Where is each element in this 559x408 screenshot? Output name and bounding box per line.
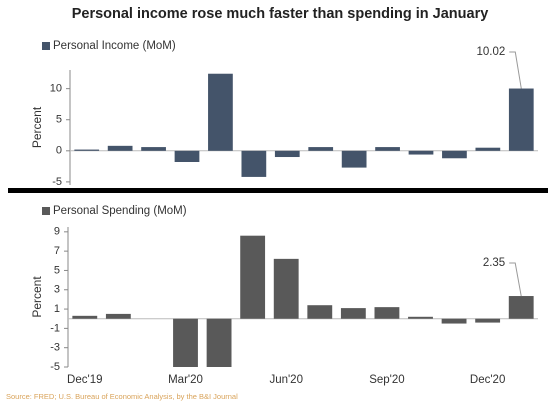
bar <box>74 149 100 151</box>
y-tick-label: 10 <box>50 83 62 95</box>
legend-label: Personal Spending (MoM) <box>53 205 187 217</box>
bar <box>208 73 233 151</box>
bar <box>408 150 434 155</box>
bar <box>475 147 501 151</box>
bar <box>274 150 300 158</box>
bar <box>307 305 333 319</box>
separator <box>8 188 548 193</box>
y-axis-label: Percent <box>30 276 44 318</box>
x-tick-label: Dec'20 <box>470 374 505 386</box>
bar <box>107 145 133 151</box>
legend-label: Personal Income (MoM) <box>53 40 176 52</box>
bar <box>240 235 266 319</box>
legend-swatch <box>42 207 50 215</box>
bar <box>173 318 198 367</box>
y-tick-label: -3 <box>50 342 60 354</box>
bar <box>508 88 534 151</box>
y-tick-label: 3 <box>54 284 60 296</box>
source-note: Source: FRED; U.S. Bureau of Economic An… <box>6 392 238 401</box>
bar <box>508 296 534 319</box>
y-tick-label: 9 <box>54 226 60 238</box>
bar <box>72 315 98 319</box>
bar <box>341 150 367 168</box>
bar <box>141 147 166 151</box>
bar <box>441 318 467 324</box>
bar <box>475 318 501 323</box>
y-tick-label: 5 <box>56 114 62 126</box>
value-label: 2.35 <box>483 257 505 269</box>
page-title: Personal income rose much faster than sp… <box>72 6 489 22</box>
bar <box>374 307 400 319</box>
y-tick-label: 7 <box>54 245 60 257</box>
bar <box>408 316 433 319</box>
x-tick-label: Sep'20 <box>369 374 404 386</box>
bar <box>442 150 467 159</box>
legend-swatch <box>42 42 50 50</box>
y-tick-label: 1 <box>54 303 60 315</box>
bar <box>375 147 400 151</box>
bar <box>105 313 131 319</box>
bar <box>340 308 366 319</box>
bar <box>206 318 232 367</box>
x-tick-label: Jun'20 <box>269 374 303 386</box>
y-axis-label: Percent <box>30 106 44 148</box>
bar <box>273 258 299 319</box>
callout-line <box>509 51 522 89</box>
y-tick-label: -5 <box>52 176 62 188</box>
bar <box>174 150 200 162</box>
callout-line <box>509 262 522 297</box>
x-tick-label: Dec'19 <box>67 374 102 386</box>
y-tick-label: -1 <box>50 322 60 334</box>
x-tick-label: Mar'20 <box>168 374 203 386</box>
bar <box>308 147 334 151</box>
y-tick-label: 0 <box>56 145 62 157</box>
value-label: 10.02 <box>477 46 506 58</box>
y-tick-label: 5 <box>54 264 60 276</box>
bar <box>241 150 267 177</box>
y-tick-label: -5 <box>50 361 60 373</box>
